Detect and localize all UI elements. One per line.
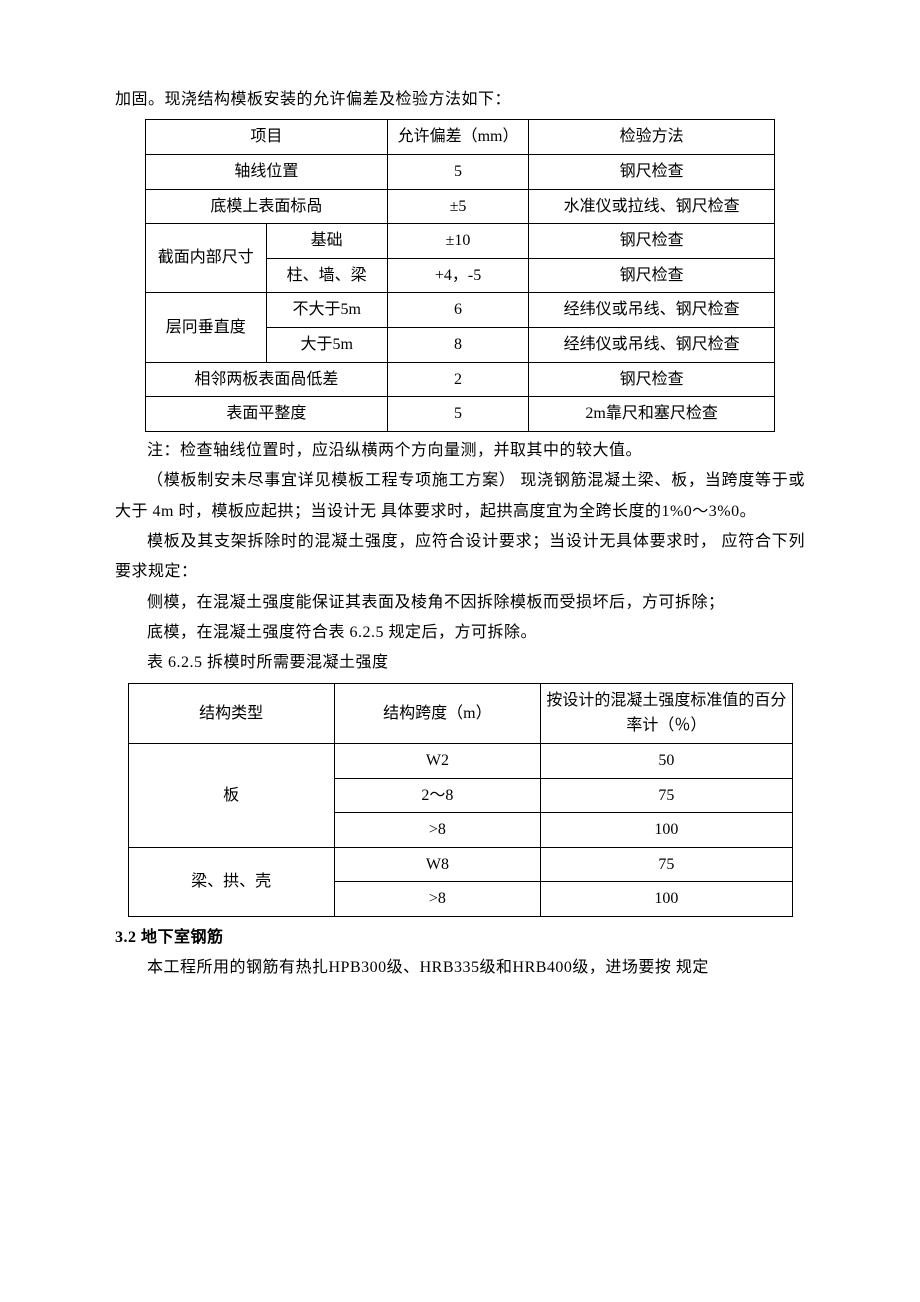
cell: 8 (387, 327, 528, 362)
col-header-percent: 按设计的混凝土强度标准值的百分率计（％） (541, 683, 792, 743)
cell: 钢尺检查 (529, 154, 775, 189)
col-header-method: 检验方法 (529, 120, 775, 155)
cell: 截面内部尺寸 (146, 224, 267, 293)
table-row: 板 W2 50 (128, 744, 792, 779)
cell: 表面平整度 (146, 397, 388, 432)
cell: 经纬仪或吊线、钢尺检查 (529, 293, 775, 328)
col-header-span: 结构跨度（m） (334, 683, 541, 743)
cell: >8 (334, 813, 541, 848)
cell: 5 (387, 397, 528, 432)
table-caption: 表 6.2.5 拆模时所需要混凝土强度 (115, 648, 805, 678)
tolerance-table: 项目 允许偏差（mm） 检验方法 轴线位置 5 钢尺检查 底模上表面标咼 ±5 … (145, 119, 775, 431)
cell: 2 (387, 362, 528, 397)
page-container: 加固。现浇结构模板安装的允许偏差及检验方法如下： 项目 允许偏差（mm） 检验方… (0, 0, 920, 1302)
cell: 水准仪或拉线、钢尺检查 (529, 189, 775, 224)
col-header-tolerance: 允许偏差（mm） (387, 120, 528, 155)
cell: 钢尺检查 (529, 258, 775, 293)
table-row: 底模上表面标咼 ±5 水准仪或拉线、钢尺检查 (146, 189, 775, 224)
body-paragraph: 本工程所用的钢筋有热扎HPB300级、HRB335级和HRB400级，进场要按 … (115, 953, 805, 983)
cell: 50 (541, 744, 792, 779)
table-row: 轴线位置 5 钢尺检查 (146, 154, 775, 189)
cell: 轴线位置 (146, 154, 388, 189)
intro-paragraph: 加固。现浇结构模板安装的允许偏差及检验方法如下： (115, 85, 805, 115)
cell: +4，-5 (387, 258, 528, 293)
col-header-item: 项目 (146, 120, 388, 155)
cell: 100 (541, 813, 792, 848)
cell: 2～8 (334, 778, 541, 813)
table-row: 结构类型 结构跨度（m） 按设计的混凝土强度标准值的百分率计（％） (128, 683, 792, 743)
cell: 基础 (266, 224, 387, 259)
cell: >8 (334, 882, 541, 917)
cell: 大于5m (266, 327, 387, 362)
body-paragraph: 底模，在混凝土强度符合表 6.2.5 规定后，方可拆除。 (115, 618, 805, 648)
cell: 柱、墙、梁 (266, 258, 387, 293)
strength-table: 结构类型 结构跨度（m） 按设计的混凝土强度标准值的百分率计（％） 板 W2 5… (128, 683, 793, 917)
table-row: 表面平整度 5 2m靠尺和塞尺检查 (146, 397, 775, 432)
cell: W2 (334, 744, 541, 779)
table-row: 项目 允许偏差（mm） 检验方法 (146, 120, 775, 155)
table-row: 相邻两板表面咼低差 2 钢尺检查 (146, 362, 775, 397)
cell: 钢尺检查 (529, 224, 775, 259)
table-row: 截面内部尺寸 基础 ±10 钢尺检查 (146, 224, 775, 259)
cell: 75 (541, 778, 792, 813)
cell: 层冋垂直度 (146, 293, 267, 362)
cell: 梁、拱、壳 (128, 847, 334, 916)
body-paragraph: 模板及其支架拆除时的混凝土强度，应符合设计要求；当设计无具体要求时， 应符合下列… (115, 527, 805, 588)
col-header-type: 结构类型 (128, 683, 334, 743)
table-row: 层冋垂直度 不大于5m 6 经纬仪或吊线、钢尺检查 (146, 293, 775, 328)
cell: 2m靠尺和塞尺检查 (529, 397, 775, 432)
cell: 100 (541, 882, 792, 917)
cell: ±10 (387, 224, 528, 259)
cell: 底模上表面标咼 (146, 189, 388, 224)
cell: 板 (128, 744, 334, 848)
cell: 相邻两板表面咼低差 (146, 362, 388, 397)
body-paragraph: 侧模，在混凝土强度能保证其表面及棱角不因拆除模板而受损坏后，方可拆除； (115, 588, 805, 618)
note-paragraph: 注：检查轴线位置时，应沿纵横两个方向量测，并取其中的较大值。 (115, 436, 805, 466)
body-paragraph: （模板制安未尽事宜详见模板工程专项施工方案） 现浇钢筋混凝土梁、板，当跨度等于或… (115, 466, 805, 527)
cell: 经纬仪或吊线、钢尺检查 (529, 327, 775, 362)
cell: W8 (334, 847, 541, 882)
cell: 5 (387, 154, 528, 189)
cell: 6 (387, 293, 528, 328)
cell: 75 (541, 847, 792, 882)
table-row: 梁、拱、壳 W8 75 (128, 847, 792, 882)
cell: 钢尺检查 (529, 362, 775, 397)
cell: ±5 (387, 189, 528, 224)
section-heading: 3.2 地下室钢筋 (115, 923, 805, 953)
cell: 不大于5m (266, 293, 387, 328)
